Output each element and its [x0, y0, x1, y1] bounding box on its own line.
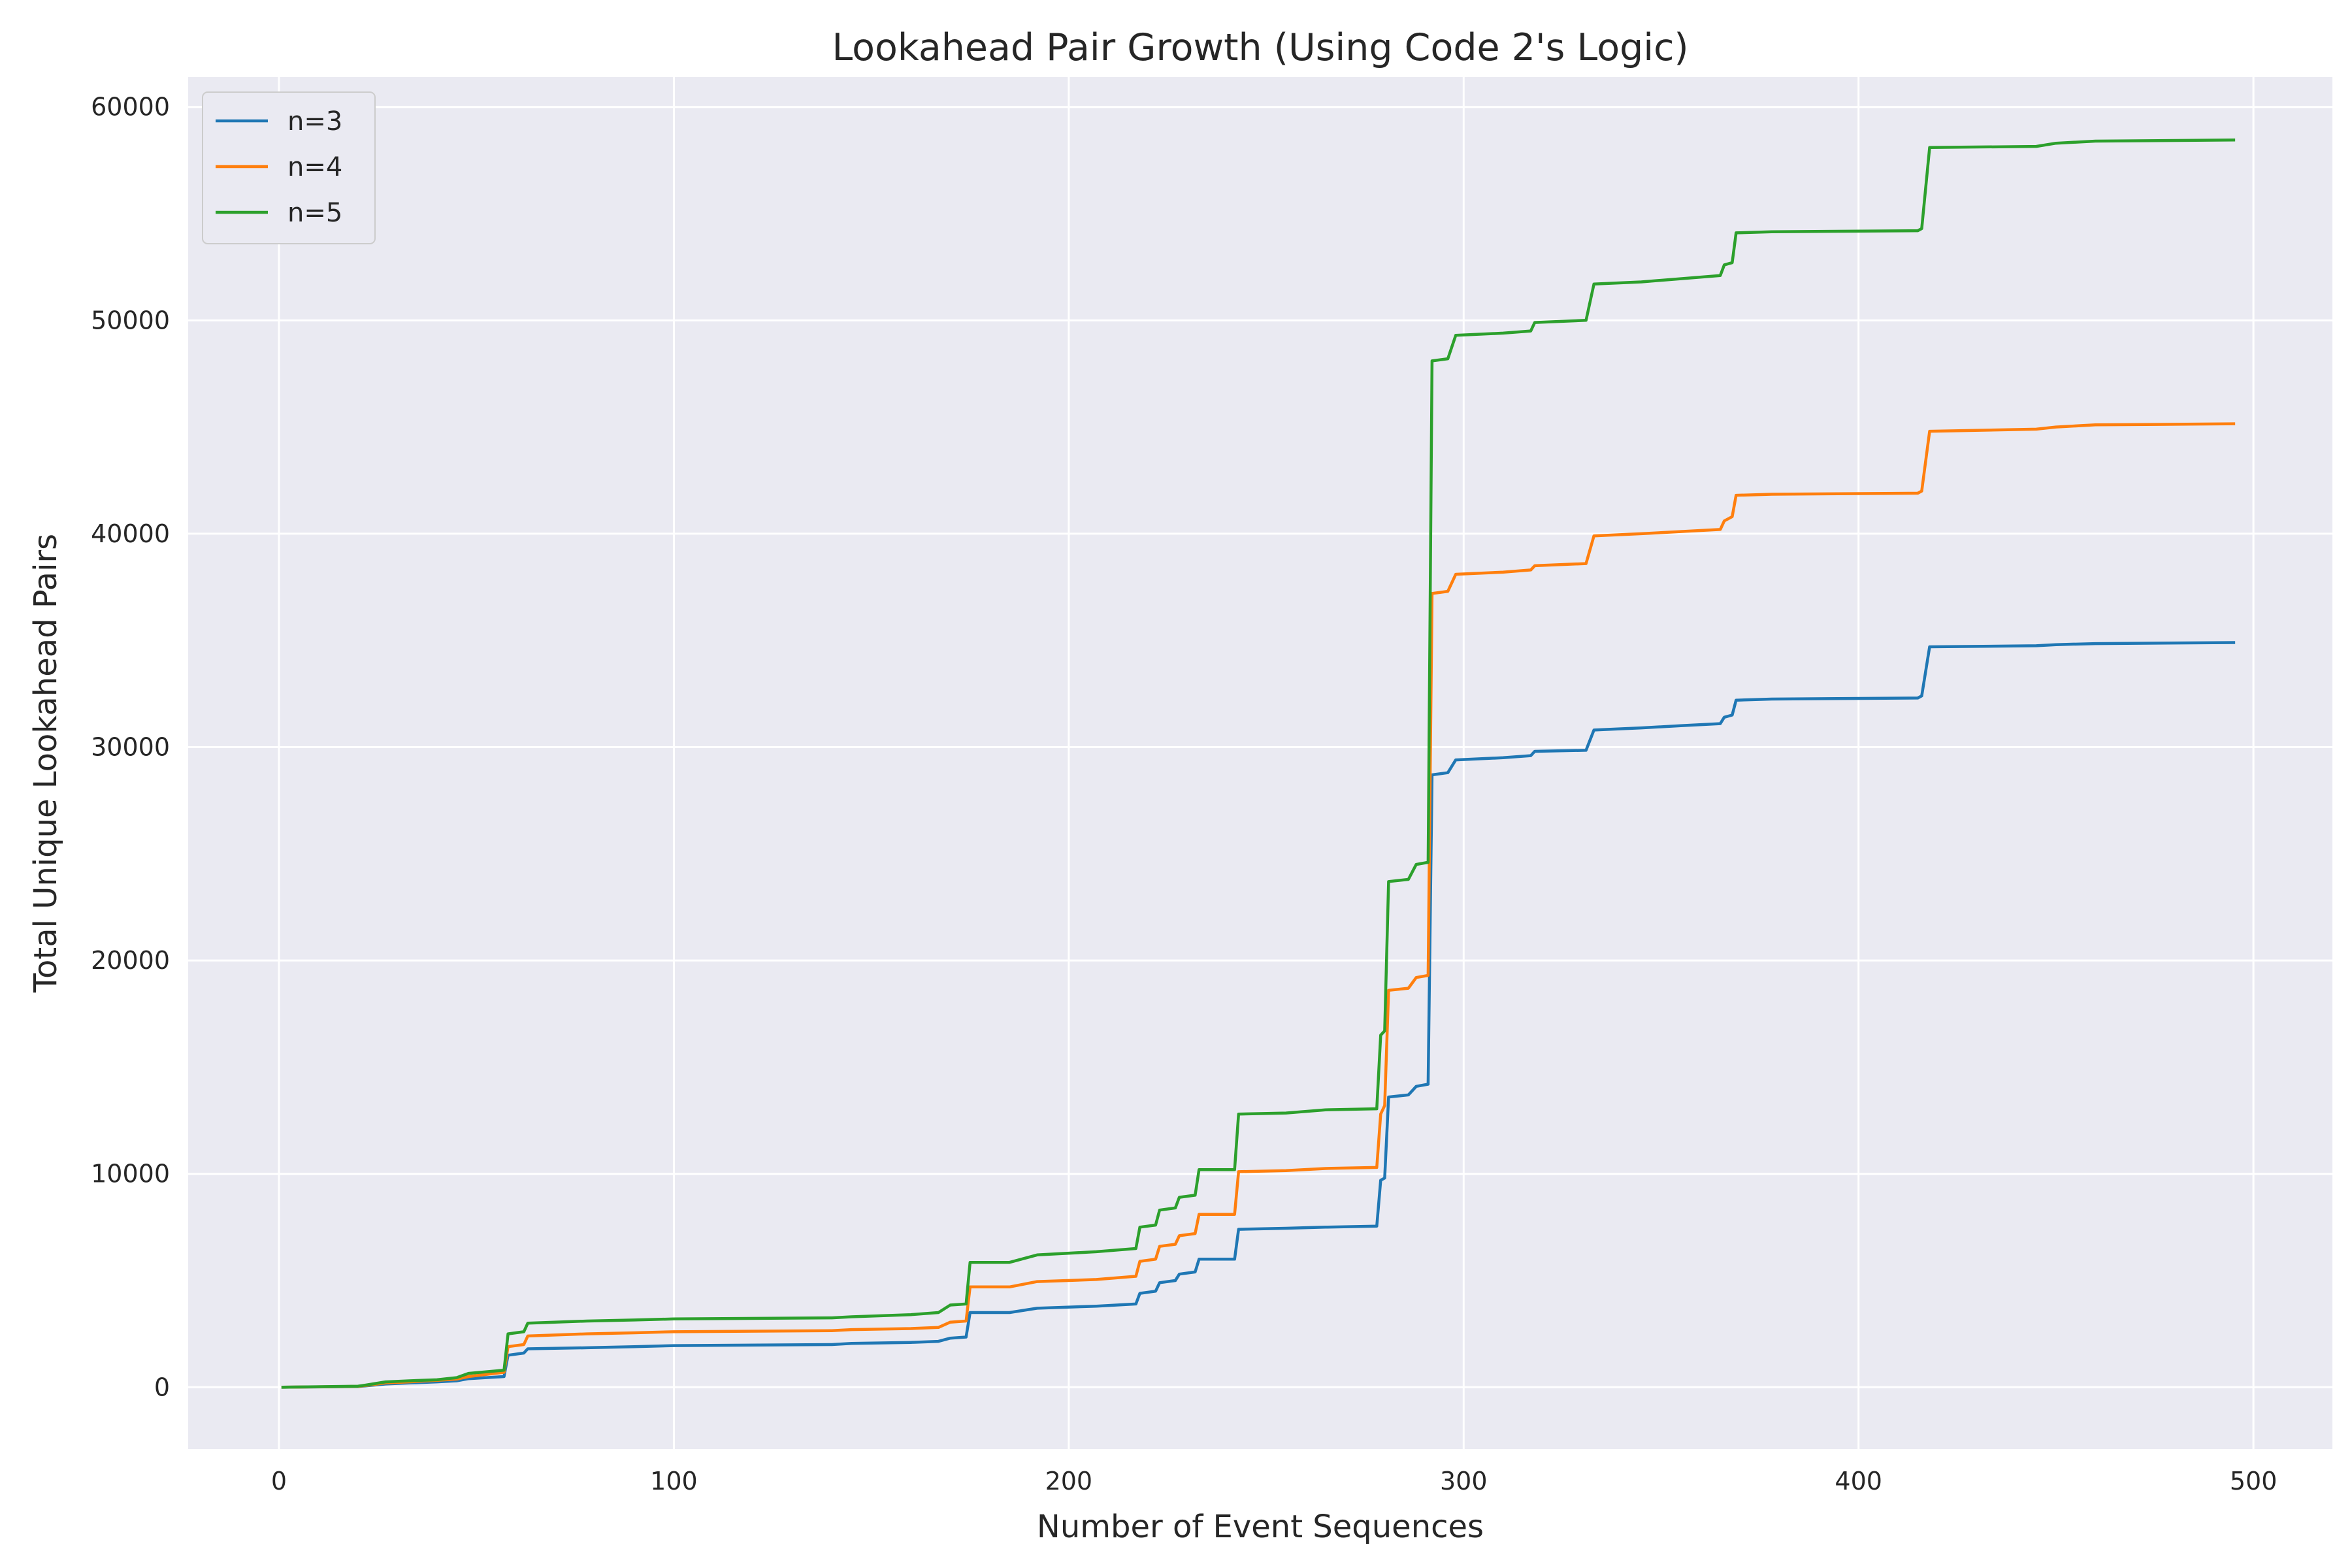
series-line-1 — [281, 641, 2236, 1389]
y-tick-label: 0 — [154, 1373, 170, 1401]
x-tick-label: 200 — [1045, 1467, 1093, 1495]
x-tick-label: 400 — [1835, 1467, 1882, 1495]
x-tick-label: 300 — [1440, 1467, 1488, 1495]
y-tick-label: 40000 — [91, 519, 170, 548]
tick-labels: 0 100 200 300 400 500 0 10000 20000 30000 40000 500… — [91, 93, 2277, 1495]
series-line-2 — [281, 422, 2236, 1389]
y-axis-label: Total Unique Lookahead Pairs — [27, 534, 64, 993]
y-tick-label: 50000 — [91, 306, 170, 335]
legend: n=3 n=4 n=5 — [202, 91, 376, 244]
legend-label-2: n=4 — [287, 152, 342, 182]
y-tick-label: 10000 — [91, 1160, 170, 1188]
x-axis-label: Number of Event Sequences — [1037, 1509, 1484, 1545]
grid-lines — [188, 77, 2332, 1449]
legend-label-3: n=5 — [287, 198, 342, 228]
legend-box — [202, 91, 376, 244]
plot-area — [188, 77, 2332, 1449]
series-line-3 — [281, 139, 2236, 1389]
y-tick-label: 20000 — [91, 946, 170, 975]
x-tick-label: 0 — [271, 1467, 287, 1495]
y-tick-label: 30000 — [91, 733, 170, 762]
x-tick-label: 500 — [2230, 1467, 2278, 1495]
y-tick-label: 60000 — [91, 93, 170, 122]
x-tick-label: 100 — [650, 1467, 698, 1495]
chart-title: Lookahead Pair Growth (Using Code 2's Lo… — [832, 26, 1688, 69]
legend-label-1: n=3 — [287, 106, 342, 137]
series-layer — [281, 139, 2236, 1389]
